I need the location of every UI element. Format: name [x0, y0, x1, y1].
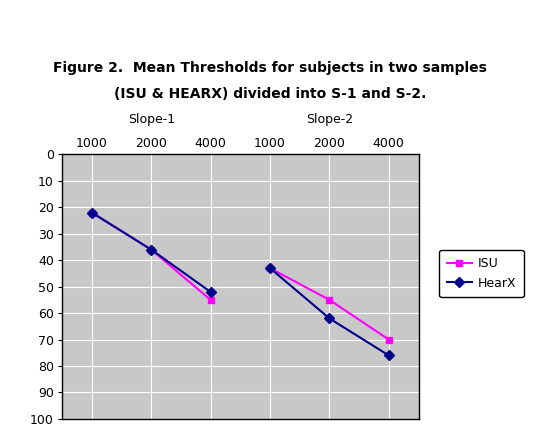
Text: Slope-1: Slope-1 — [127, 113, 175, 126]
Text: 4000: 4000 — [373, 137, 405, 150]
Text: 2000: 2000 — [313, 137, 346, 150]
Text: Slope-2: Slope-2 — [306, 113, 353, 126]
Text: 1000: 1000 — [254, 137, 286, 150]
Text: 1000: 1000 — [76, 137, 108, 150]
Legend: ISU, HearX: ISU, HearX — [439, 250, 524, 297]
Text: 2000: 2000 — [135, 137, 167, 150]
Text: 4000: 4000 — [194, 137, 227, 150]
Text: Figure 2.  Mean Thresholds for subjects in two samples: Figure 2. Mean Thresholds for subjects i… — [53, 61, 487, 75]
Text: (ISU & HEARX) divided into S-1 and S-2.: (ISU & HEARX) divided into S-1 and S-2. — [114, 87, 426, 101]
